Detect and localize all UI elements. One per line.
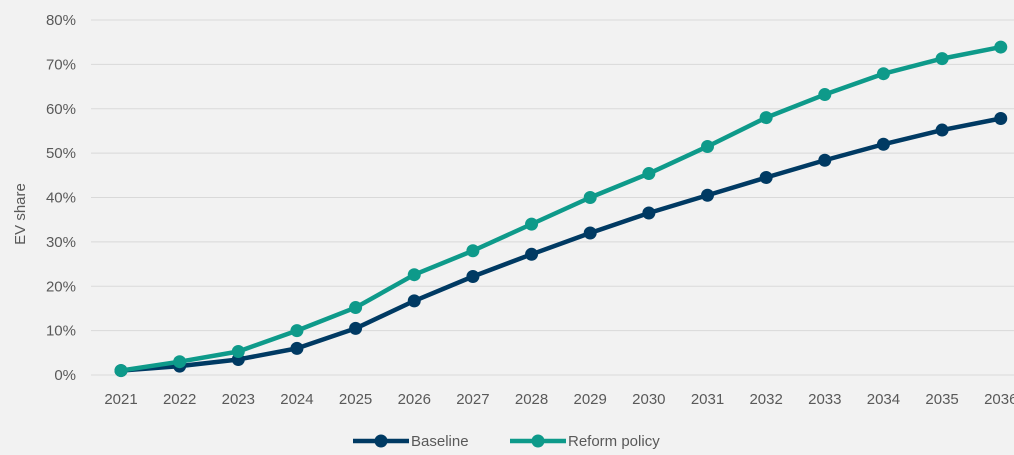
- series-line: [118, 116, 1003, 373]
- data-point: [994, 40, 1008, 54]
- data-point: [466, 244, 480, 258]
- data-point: [525, 217, 539, 231]
- legend-label: Reform policy: [568, 433, 660, 450]
- series-line: [118, 44, 1003, 373]
- legend-marker: [531, 434, 545, 448]
- y-axis-ticks: 0% 10% 20% 30% 40% 50% 60% 70% 80%: [46, 12, 76, 384]
- data-point: [701, 139, 714, 153]
- data-point: [407, 268, 421, 282]
- data-point: [349, 301, 363, 315]
- x-tick-label: 2035: [925, 391, 958, 408]
- x-tick-label: 2034: [867, 391, 900, 408]
- x-tick-label: 2033: [808, 391, 841, 408]
- y-tick-label: 70%: [46, 56, 76, 73]
- data-point: [876, 137, 890, 151]
- x-tick-label: 2021: [104, 391, 137, 408]
- grid-layer: [91, 19, 1014, 376]
- data-point: [935, 52, 949, 66]
- x-tick-label: 2036: [984, 391, 1014, 408]
- data-point: [290, 324, 304, 338]
- data-point: [759, 111, 773, 125]
- y-tick-label: 20%: [46, 278, 76, 295]
- data-point: [290, 341, 304, 355]
- data-point: [349, 321, 363, 335]
- data-point: [642, 167, 656, 181]
- data-point: [818, 153, 832, 167]
- data-point: [876, 67, 890, 81]
- data-point: [994, 112, 1008, 126]
- x-axis-ticks: 2021 2022 2023 2024 2025 2026 2027 2028 2029 2030…: [104, 391, 1014, 408]
- x-tick-label: 2024: [280, 391, 313, 408]
- data-point: [466, 269, 480, 283]
- data-point: [407, 294, 421, 308]
- data-point: [583, 191, 597, 204]
- data-point: [701, 188, 714, 202]
- data-point: [642, 206, 656, 220]
- series-baseline: [114, 112, 1008, 378]
- legend-label: Baseline: [411, 433, 469, 450]
- data-point: [583, 226, 597, 240]
- y-tick-label: 0%: [54, 367, 76, 384]
- data-point: [525, 247, 539, 261]
- y-tick-label: 10%: [46, 323, 76, 340]
- data-point: [818, 88, 832, 102]
- x-tick-label: 2023: [222, 391, 255, 408]
- series-reform-policy: [114, 40, 1008, 378]
- data-point: [759, 171, 773, 185]
- x-tick-label: 2028: [515, 391, 548, 408]
- x-tick-label: 2032: [749, 391, 782, 408]
- y-tick-label: 30%: [46, 234, 76, 251]
- x-tick-label: 2026: [398, 391, 431, 408]
- x-tick-label: 2025: [339, 391, 372, 408]
- legend-marker: [374, 434, 388, 448]
- x-tick-label: 2027: [456, 391, 489, 408]
- y-tick-label: 80%: [46, 12, 76, 29]
- y-tick-label: 40%: [46, 190, 76, 207]
- x-tick-label: 2030: [632, 391, 665, 408]
- legend-item: Reform policy: [510, 433, 660, 450]
- data-point: [935, 123, 949, 137]
- data-point: [231, 344, 245, 358]
- legend: Baseline Reform policy: [353, 433, 660, 450]
- legend-item: Baseline: [353, 433, 469, 450]
- y-tick-label: 60%: [46, 101, 76, 118]
- x-tick-label: 2029: [574, 391, 607, 408]
- series-layer: [114, 40, 1008, 378]
- y-axis-title: EV share: [12, 183, 29, 245]
- x-tick-label: 2031: [691, 391, 724, 408]
- data-point: [114, 364, 128, 378]
- data-point: [173, 355, 187, 369]
- y-tick-label: 50%: [46, 145, 76, 162]
- x-tick-label: 2022: [163, 391, 196, 408]
